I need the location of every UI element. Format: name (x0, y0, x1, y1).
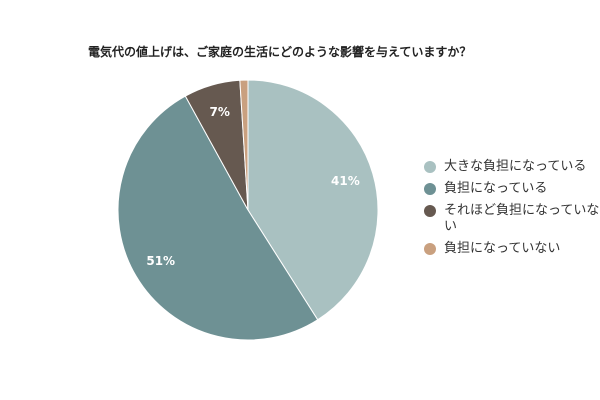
legend-item: それほど負担になっていない (424, 203, 600, 235)
data-label: 51% (146, 254, 175, 268)
pie-slice (239, 79, 249, 211)
legend-item: 大きな負担になっている (424, 159, 600, 175)
legend: 大きな負担になっている 負担になっているそれほど負担になっていない負担になっていな… (424, 159, 600, 263)
legend-item: 負担になっている (424, 181, 600, 197)
legend-item: 負担になっていない (424, 241, 600, 257)
pie: 41% 51% 7% (117, 79, 379, 341)
pie-slice (117, 95, 319, 341)
legend-label: 大きな負担になっている (444, 159, 587, 174)
legend-label: それほど負担になっていない (444, 203, 600, 234)
legend-label: 負担になっている (444, 181, 548, 196)
data-label: 7% (210, 105, 230, 119)
legend-swatch (424, 243, 436, 255)
legend-swatch (424, 161, 436, 173)
chart-title: 電気代の値上げは、ご家庭の生活にどのような影響を与えていますか？ (88, 44, 471, 59)
legend-swatch (424, 205, 436, 217)
data-label: 41% (331, 174, 360, 188)
pie-slice (247, 79, 379, 321)
legend-label: 負担になっていない (444, 241, 561, 256)
legend-swatch (424, 183, 436, 195)
